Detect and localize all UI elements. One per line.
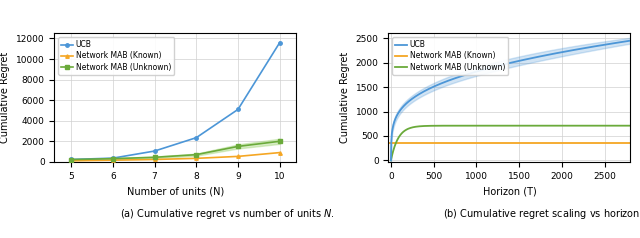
UCB bbox=[109, 157, 116, 159]
Network MAB (Unknown) bbox=[67, 158, 75, 161]
UCB bbox=[193, 136, 200, 139]
Network MAB (Unknown) bbox=[276, 140, 284, 143]
Network MAB (Unknown) bbox=[540, 124, 547, 127]
UCB bbox=[234, 108, 242, 111]
Network MAB (Unknown) bbox=[234, 145, 242, 148]
Network MAB (Known) bbox=[67, 159, 75, 162]
X-axis label: Horizon (T): Horizon (T) bbox=[483, 186, 536, 196]
Network MAB (Unknown) bbox=[387, 159, 395, 162]
Network MAB (Unknown) bbox=[593, 124, 601, 127]
Network MAB (Unknown) bbox=[193, 153, 200, 156]
UCB bbox=[387, 159, 395, 162]
Network MAB (Unknown) bbox=[627, 124, 634, 127]
Network MAB (Known) bbox=[193, 157, 200, 160]
UCB bbox=[150, 150, 158, 153]
UCB bbox=[526, 57, 534, 60]
Line: Network MAB (Known): Network MAB (Known) bbox=[69, 151, 282, 163]
Text: (a) Cumulative regret vs number of units $N$.: (a) Cumulative regret vs number of units… bbox=[120, 207, 335, 221]
Network MAB (Unknown) bbox=[532, 124, 540, 127]
Network MAB (Unknown) bbox=[109, 157, 116, 160]
Network MAB (Known) bbox=[234, 155, 242, 158]
Text: (b) Cumulative regret scaling vs horizon $T$.: (b) Cumulative regret scaling vs horizon… bbox=[443, 207, 640, 221]
UCB bbox=[593, 45, 601, 47]
Line: Network MAB (Unknown): Network MAB (Unknown) bbox=[69, 139, 282, 161]
Network MAB (Known) bbox=[387, 141, 395, 144]
UCB bbox=[532, 56, 540, 59]
X-axis label: Number of units (N): Number of units (N) bbox=[127, 186, 224, 196]
Network MAB (Known) bbox=[276, 151, 284, 154]
Network MAB (Unknown) bbox=[402, 129, 410, 132]
Line: UCB: UCB bbox=[391, 41, 630, 160]
Legend: UCB, Network MAB (Known), Network MAB (Unknown): UCB, Network MAB (Known), Network MAB (U… bbox=[392, 37, 508, 75]
Y-axis label: Cumulative Regret: Cumulative Regret bbox=[1, 52, 10, 143]
Line: UCB: UCB bbox=[69, 41, 282, 161]
Network MAB (Unknown) bbox=[526, 124, 534, 127]
UCB bbox=[276, 41, 284, 44]
Network MAB (Unknown) bbox=[569, 124, 577, 127]
UCB bbox=[540, 54, 547, 57]
Y-axis label: Cumulative Regret: Cumulative Regret bbox=[340, 52, 350, 143]
Legend: UCB, Network MAB (Known), Network MAB (Unknown): UCB, Network MAB (Known), Network MAB (U… bbox=[58, 37, 174, 75]
UCB bbox=[569, 49, 577, 52]
UCB bbox=[402, 103, 410, 106]
Network MAB (Known) bbox=[387, 141, 395, 144]
Network MAB (Unknown) bbox=[150, 156, 158, 159]
Network MAB (Known) bbox=[150, 158, 158, 161]
Line: Network MAB (Unknown): Network MAB (Unknown) bbox=[391, 126, 630, 160]
UCB bbox=[67, 158, 75, 161]
UCB bbox=[627, 39, 634, 42]
Network MAB (Known) bbox=[109, 159, 116, 162]
